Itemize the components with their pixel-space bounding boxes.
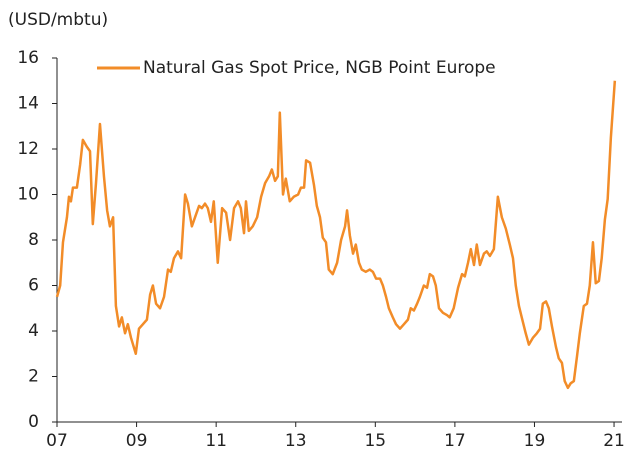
x-tick-label: 07: [46, 431, 68, 451]
y-tick-label: 12: [17, 139, 39, 159]
x-tick-label: 15: [364, 431, 386, 451]
x-tick-label: 09: [126, 431, 148, 451]
x-tick-label: 11: [205, 431, 227, 451]
x-tick-label: 13: [285, 431, 307, 451]
x-tick-label: 19: [524, 431, 546, 451]
y-tick-label: 10: [17, 185, 39, 205]
y-tick-label: 0: [28, 412, 39, 432]
y-tick-label: 14: [17, 94, 39, 114]
legend-label: Natural Gas Spot Price, NGB Point Europe: [143, 58, 496, 78]
x-tick-label: 21: [603, 431, 625, 451]
y-tick-label: 2: [28, 367, 39, 387]
line-series: [55, 80, 617, 390]
y-axis-label: (USD/mbtu): [8, 10, 108, 30]
y-tick-label: 16: [17, 48, 39, 68]
y-tick-label: 6: [28, 276, 39, 296]
y-tick-label: 4: [28, 321, 39, 341]
x-tick-label: 17: [444, 431, 466, 451]
y-tick-label: 8: [28, 230, 39, 250]
